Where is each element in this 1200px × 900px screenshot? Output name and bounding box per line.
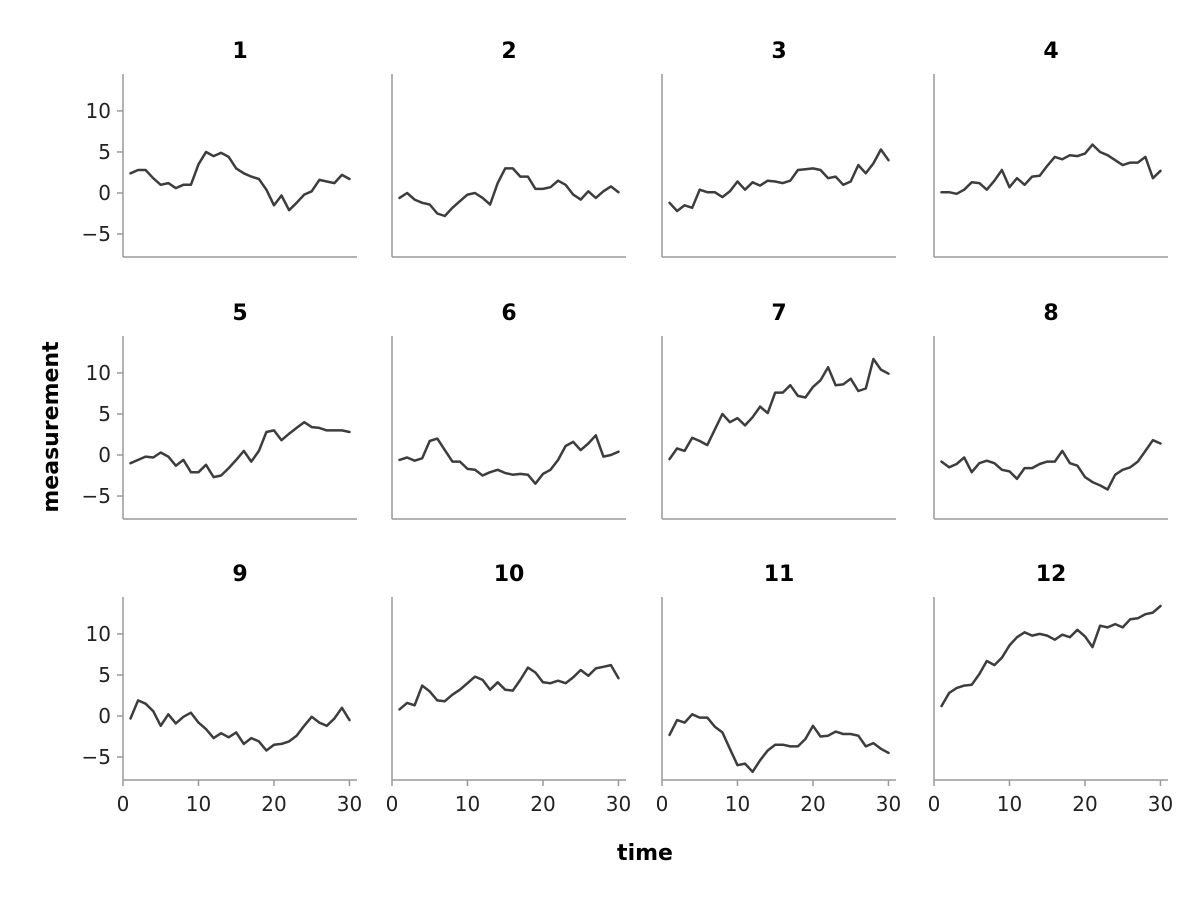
series-line	[668, 148, 890, 213]
series-line	[940, 143, 1162, 196]
y-tick-label: 5	[98, 663, 111, 687]
panel-title: 4	[1043, 39, 1058, 64]
y-tick-label: 5	[98, 140, 111, 164]
series-line	[129, 699, 351, 752]
x-tick-label: 30	[606, 792, 631, 816]
panel-5: 5 −5 0 5 10	[82, 301, 357, 520]
panel-title: 1	[232, 39, 247, 64]
y-tick-label: −5	[82, 222, 111, 246]
x-tick-label: 30	[876, 792, 901, 816]
panel-6: 6	[391, 301, 626, 520]
panel-title: 11	[764, 562, 795, 587]
x-tick-label: 30	[337, 792, 362, 816]
panel-title: 9	[232, 562, 247, 587]
x-tick-label: 20	[530, 792, 555, 816]
panel-title: 7	[771, 301, 786, 326]
series-line	[129, 420, 351, 479]
panel-title: 10	[494, 562, 525, 587]
x-tick-label: 10	[186, 792, 211, 816]
panel-11: 11 0 10 20 30	[656, 562, 902, 816]
y-axis-title: measurement	[39, 341, 64, 513]
series-line	[668, 357, 890, 461]
x-tick-label: 0	[117, 792, 130, 816]
x-tick-label: 0	[928, 792, 941, 816]
panel-12: 12 0 10 20 30	[928, 562, 1174, 816]
panel-title: 3	[771, 39, 786, 64]
panel-8: 8	[933, 301, 1168, 520]
panel-7: 7	[661, 301, 896, 520]
y-tick-label: 0	[98, 443, 111, 467]
panel-title: 6	[501, 301, 516, 326]
y-tick-label: 10	[86, 622, 111, 646]
series-line	[398, 663, 620, 711]
x-tick-label: 10	[725, 792, 750, 816]
panel-10: 10 0 10 20 30	[386, 562, 632, 816]
series-line	[129, 150, 351, 212]
y-tick-label: 5	[98, 402, 111, 426]
x-tick-label: 0	[656, 792, 669, 816]
x-tick-label: 10	[455, 792, 480, 816]
x-tick-label: 20	[800, 792, 825, 816]
series-line	[398, 167, 620, 218]
x-tick-label: 10	[997, 792, 1022, 816]
x-axis-title: time	[617, 841, 673, 866]
series-line	[940, 604, 1162, 708]
panel-title: 12	[1036, 562, 1067, 587]
panel-title: 5	[232, 301, 247, 326]
panel-title: 8	[1043, 301, 1058, 326]
panel-2: 2	[391, 39, 626, 258]
panel-3: 3	[661, 39, 896, 258]
x-tick-label: 20	[261, 792, 286, 816]
series-line	[940, 438, 1162, 491]
panel-4: 4	[933, 39, 1168, 258]
y-tick-label: 10	[86, 361, 111, 385]
panel-1: 1 −5 0 5 10	[82, 39, 357, 258]
series-line	[398, 434, 620, 485]
x-tick-label: 0	[386, 792, 399, 816]
y-tick-label: 10	[86, 99, 111, 123]
x-tick-label: 20	[1072, 792, 1097, 816]
y-tick-label: −5	[82, 484, 111, 508]
y-tick-label: 0	[98, 181, 111, 205]
x-tick-label: 30	[1148, 792, 1173, 816]
y-tick-label: 0	[98, 704, 111, 728]
y-tick-label: −5	[82, 745, 111, 769]
series-line	[668, 713, 890, 774]
panel-title: 2	[501, 39, 516, 64]
